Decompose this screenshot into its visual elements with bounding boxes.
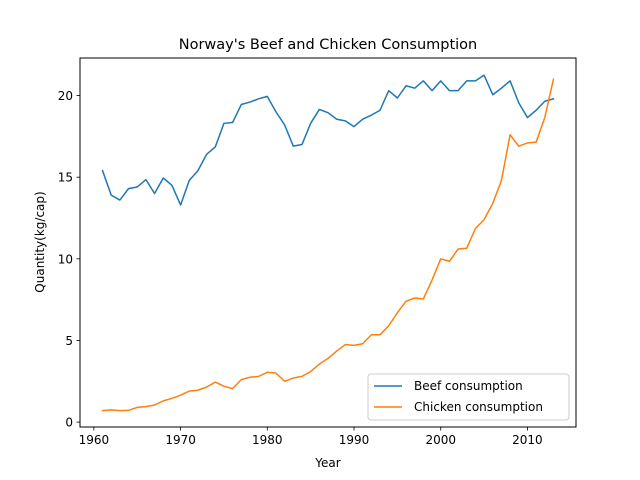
legend: Beef consumption Chicken consumption <box>367 373 570 421</box>
legend-label-beef: Beef consumption <box>414 379 523 393</box>
y-tick-label: 20 <box>58 89 73 103</box>
y-tick-label: 0 <box>65 416 73 430</box>
legend-box <box>367 373 570 421</box>
x-tick-label: 1990 <box>339 433 370 447</box>
x-tick-label: 1970 <box>165 433 196 447</box>
chart-title: Norway's Beef and Chicken Consumption <box>179 37 478 53</box>
series-line-0 <box>101 74 555 206</box>
y-axis-label: Quantity(kg/cap) <box>33 191 47 292</box>
series-line-1 <box>101 78 555 412</box>
x-tick-label: 1960 <box>79 433 110 447</box>
y-tick-label: 15 <box>58 171 73 185</box>
series-layer <box>101 74 555 412</box>
plot-frame <box>79 57 577 428</box>
y-axis: 0 5 10 15 20 <box>58 89 80 430</box>
x-axis-label: Year <box>314 456 340 470</box>
x-axis: 1960 1970 1980 1990 2000 2010 <box>79 427 543 447</box>
x-tick-label: 1980 <box>252 433 283 447</box>
legend-label-chicken: Chicken consumption <box>414 400 543 414</box>
plot-area <box>80 58 576 427</box>
y-tick-label: 5 <box>65 334 73 348</box>
x-tick-label: 2000 <box>425 433 456 447</box>
y-tick-label: 10 <box>58 252 73 266</box>
x-tick-label: 2010 <box>512 433 543 447</box>
